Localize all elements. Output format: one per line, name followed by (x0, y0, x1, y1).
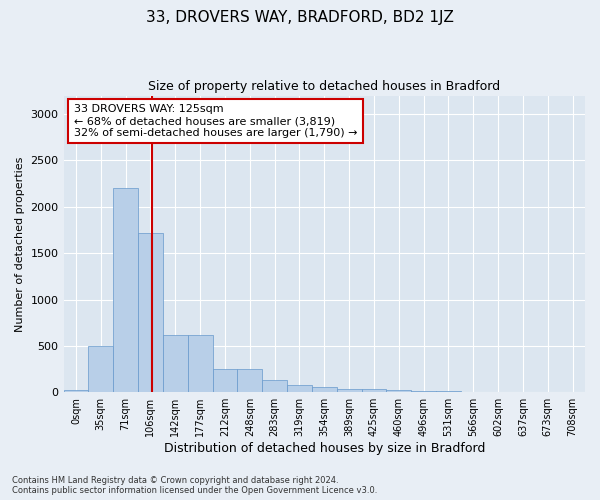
X-axis label: Distribution of detached houses by size in Bradford: Distribution of detached houses by size … (164, 442, 485, 455)
Text: Contains HM Land Registry data © Crown copyright and database right 2024.
Contai: Contains HM Land Registry data © Crown c… (12, 476, 377, 495)
Bar (113, 188, 138, 392)
Text: 33 DROVERS WAY: 125sqm
← 68% of detached houses are smaller (3,819)
32% of semi-: 33 DROVERS WAY: 125sqm ← 68% of detached… (74, 104, 358, 138)
Bar (64, 390, 88, 392)
Bar (262, 380, 287, 392)
Bar (212, 368, 238, 392)
Bar (337, 388, 362, 392)
Bar (386, 390, 411, 392)
Bar (411, 391, 436, 392)
Bar (362, 390, 386, 392)
Bar (188, 334, 212, 392)
Bar (238, 368, 262, 392)
Bar (138, 233, 163, 392)
Bar (312, 387, 337, 392)
Bar (163, 334, 188, 392)
Text: 33, DROVERS WAY, BRADFORD, BD2 1JZ: 33, DROVERS WAY, BRADFORD, BD2 1JZ (146, 10, 454, 25)
Bar (287, 385, 312, 392)
Y-axis label: Number of detached properties: Number of detached properties (15, 156, 25, 332)
Title: Size of property relative to detached houses in Bradford: Size of property relative to detached ho… (148, 80, 500, 93)
Bar (88, 346, 113, 392)
